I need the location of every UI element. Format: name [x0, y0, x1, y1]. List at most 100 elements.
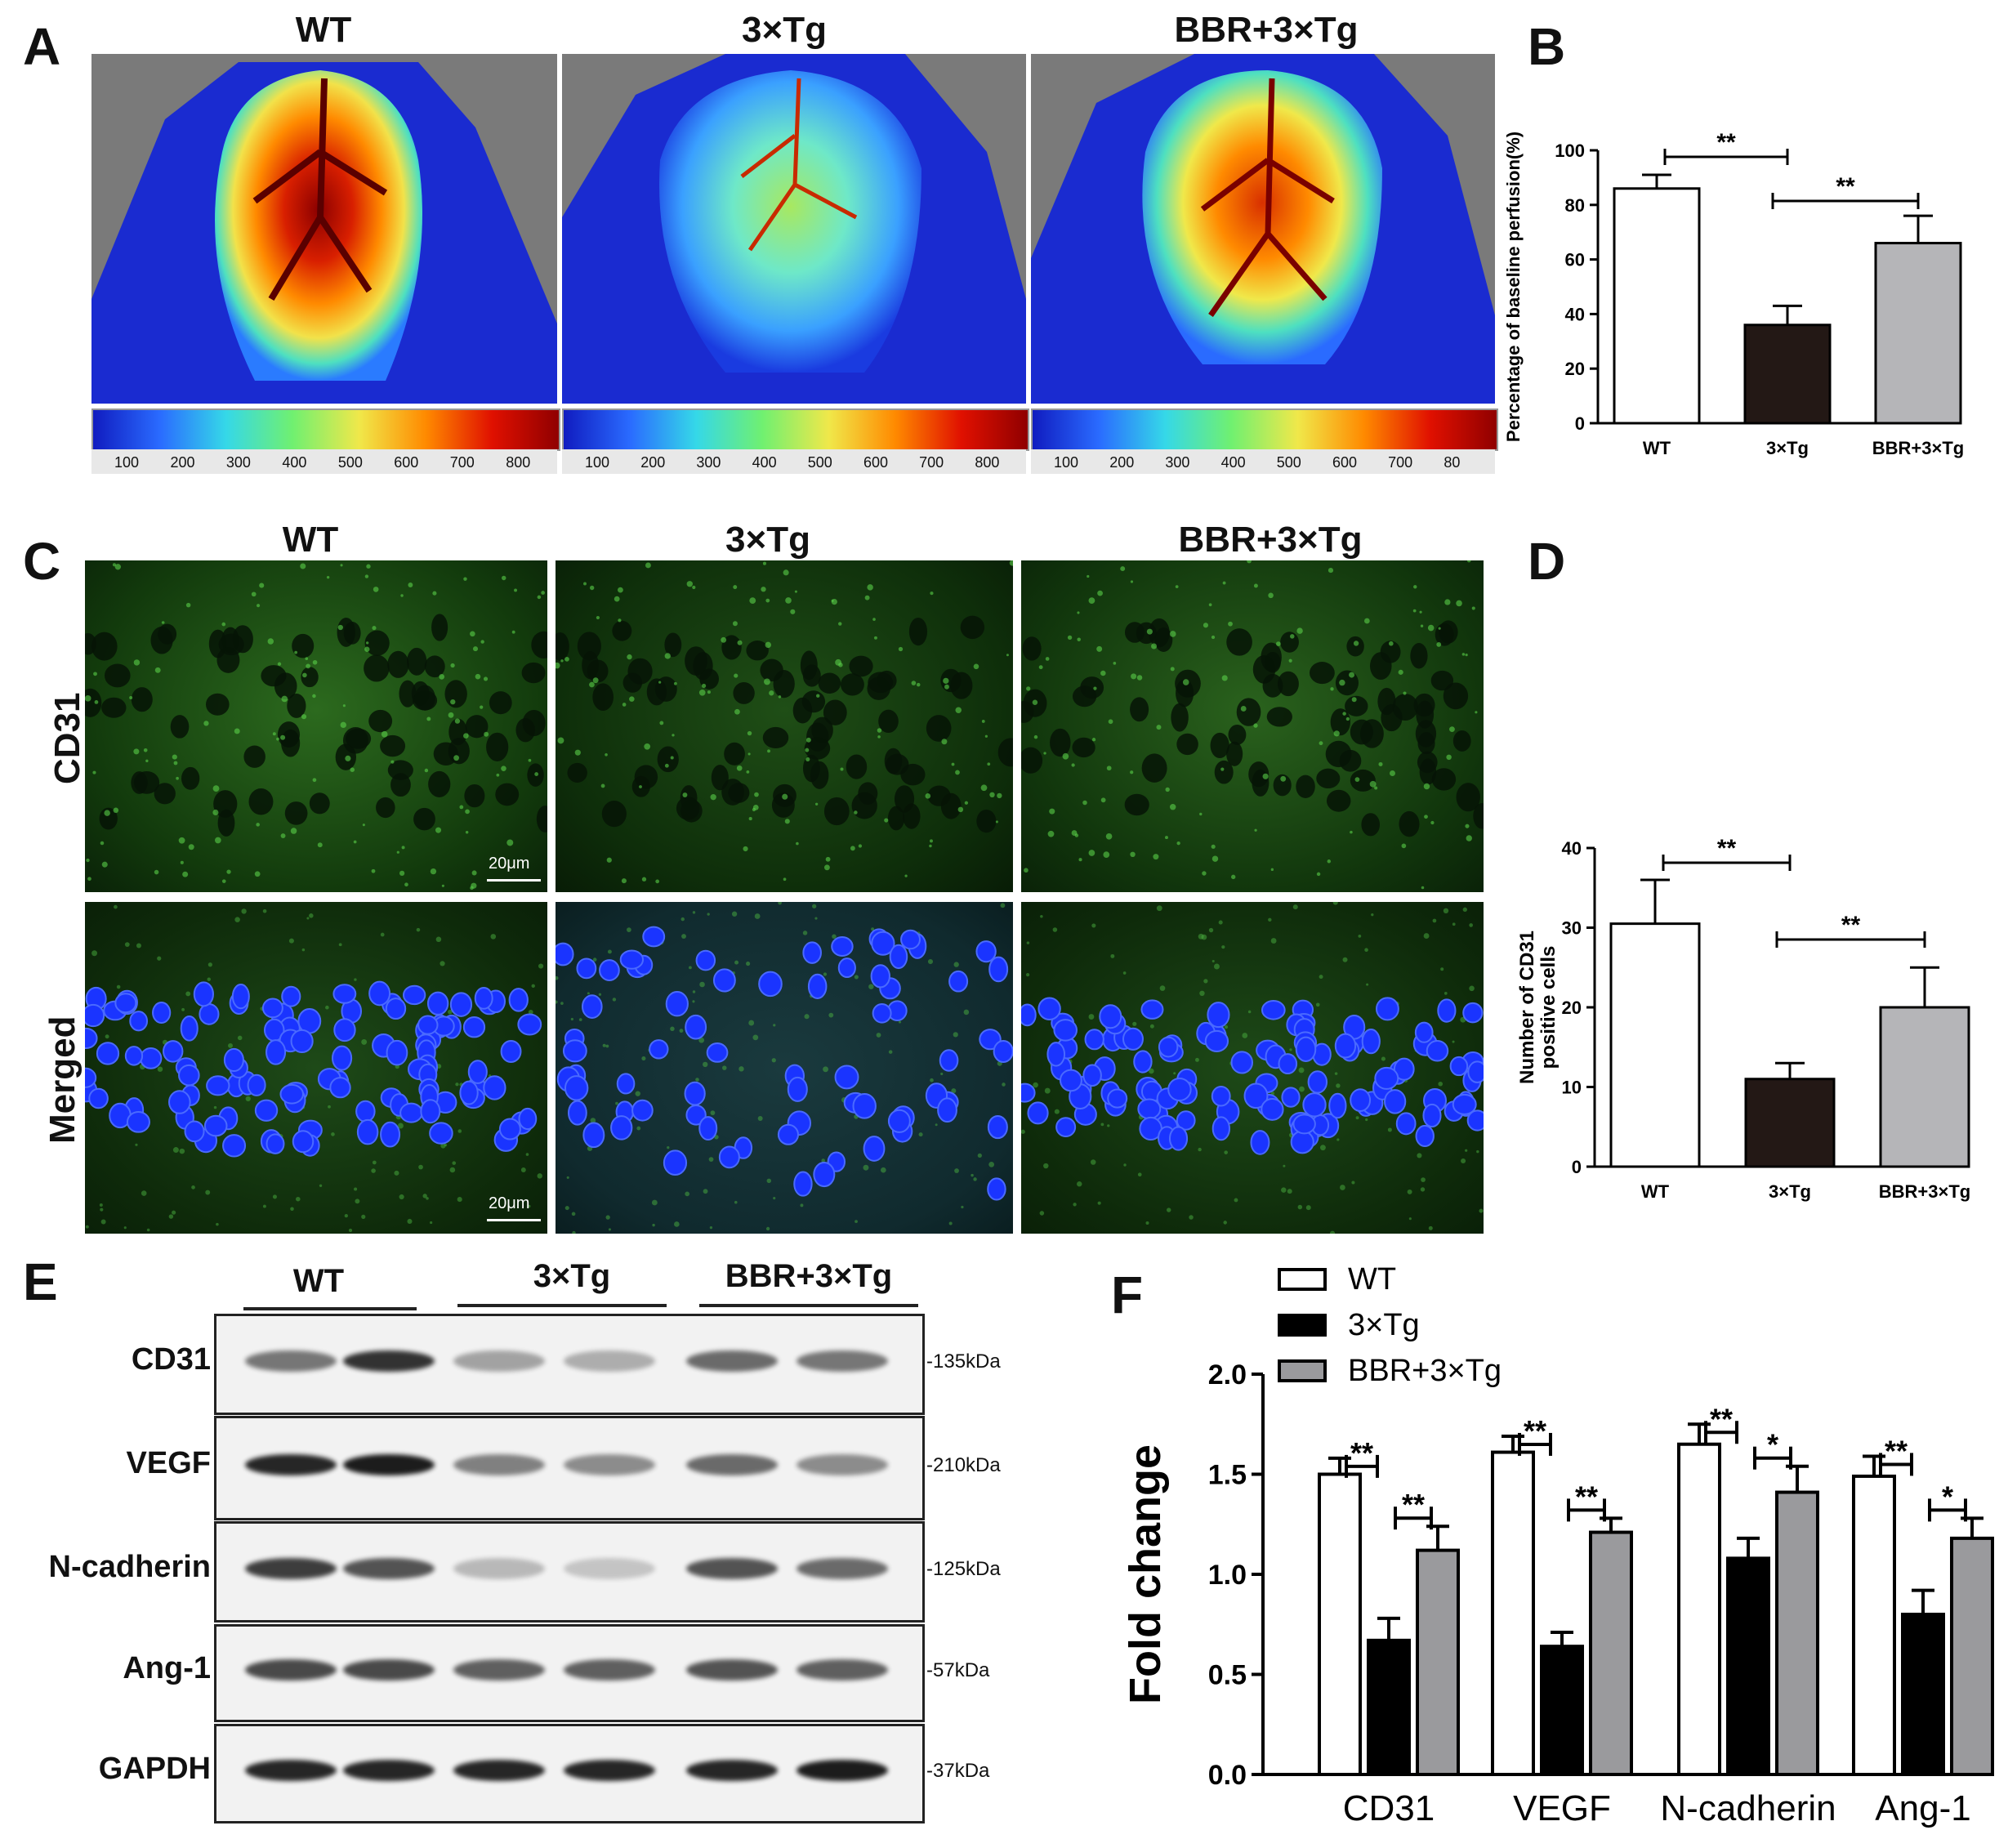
- colorbar-tick-label: 200: [1109, 454, 1135, 471]
- panel-letter-d: D: [1528, 532, 1566, 591]
- significance-label: *: [1942, 1480, 1953, 1513]
- blot-band: [686, 1760, 778, 1781]
- legend-swatch: [1278, 1359, 1327, 1382]
- x-tick-label: BBR+3×Tg: [1872, 438, 1964, 458]
- blot-band: [797, 1760, 888, 1781]
- blot-row-label: Ang-1: [123, 1651, 211, 1685]
- y-axis-label-line: Number of CD31: [1516, 931, 1538, 1084]
- blot-group-label-3xtg: 3×Tg: [533, 1258, 611, 1294]
- blot-band: [564, 1558, 655, 1579]
- blot-kda-label: -125kDa: [926, 1558, 1001, 1580]
- blot-band: [245, 1760, 337, 1781]
- blot-band: [343, 1760, 435, 1781]
- y-tick-label: 2.0: [1208, 1359, 1247, 1390]
- scale-bar-label-bottom: 20μm: [489, 1194, 530, 1212]
- bar: [1318, 1472, 1362, 1776]
- panel-a-title-bbr: BBR+3×Tg: [1174, 10, 1359, 50]
- significance-label: **: [1836, 173, 1855, 200]
- bar: [1677, 1442, 1721, 1776]
- cd31-image-bbr: [1021, 560, 1484, 892]
- y-tick-label: 80: [1565, 195, 1585, 216]
- colorbar-tick-label: 80: [1444, 454, 1461, 471]
- colorbar-tick-label: 800: [506, 454, 531, 471]
- chart-panel-d: 0 10 20 30 40 WT 3×Tg BBR+3×Tg ** ** Number of CD3…: [1516, 835, 1970, 1202]
- colorbar-tick-label: 300: [225, 454, 251, 471]
- colorbar-tick-label: 400: [282, 454, 307, 471]
- bar: [1540, 1645, 1584, 1777]
- blot-band: [245, 1350, 337, 1372]
- y-axis-label: Number of CD31positive cells: [1516, 931, 1560, 1084]
- merged-image-bbr: [1021, 902, 1484, 1234]
- perfusion-image-bbr: [1031, 54, 1495, 404]
- panel-c-row-label-merged: Merged: [42, 1016, 83, 1144]
- bar: [1416, 1548, 1460, 1776]
- blot-band: [343, 1659, 435, 1681]
- blot-band: [797, 1659, 888, 1681]
- bar: [1775, 1490, 1819, 1776]
- y-tick-label: 0: [1572, 1157, 1582, 1177]
- panel-letter-a: A: [23, 17, 61, 76]
- blot-band: [686, 1350, 778, 1372]
- panel-c-title-wt: WT: [282, 520, 339, 560]
- x-tick-label: VEGF: [1513, 1788, 1611, 1828]
- merged-image-3xtg: [556, 902, 1013, 1234]
- blot-band: [686, 1659, 778, 1681]
- bar: [1852, 1474, 1896, 1776]
- legend-label: WT: [1348, 1262, 1396, 1297]
- blot-row-label: CD31: [131, 1342, 211, 1377]
- y-tick-label: 10: [1562, 1078, 1582, 1098]
- blot-kda-label: -57kDa: [926, 1659, 990, 1681]
- colorbar-tick-label: 500: [807, 454, 832, 471]
- blot-band: [453, 1350, 545, 1372]
- significance-label: **: [1350, 1436, 1373, 1470]
- colorbar-tick-label: 200: [640, 454, 666, 471]
- y-tick-label: 20: [1562, 998, 1582, 1018]
- colorbar-tick-label: 600: [863, 454, 888, 471]
- bar: [1743, 324, 1832, 425]
- legend-label: BBR+3×Tg: [1348, 1354, 1502, 1388]
- panel-letter-b: B: [1528, 17, 1566, 76]
- bar: [1950, 1536, 1994, 1776]
- y-tick-label: 30: [1562, 918, 1582, 939]
- significance-label: **: [1524, 1414, 1546, 1448]
- significance-label: **: [1717, 835, 1737, 862]
- blot-band: [564, 1454, 655, 1475]
- colorbar-tick-label: 400: [752, 454, 777, 471]
- blot-band: [343, 1350, 435, 1372]
- blot-kda-label: -210kDa: [926, 1454, 1001, 1476]
- colorbar-tick-label: 200: [170, 454, 195, 471]
- blot-row-label: GAPDH: [98, 1752, 211, 1786]
- x-tick-label: 3×Tg: [1766, 438, 1809, 458]
- x-tick-label: N-cadherin: [1660, 1788, 1836, 1828]
- bar: [1744, 1078, 1836, 1168]
- y-tick-label: 1.5: [1208, 1460, 1247, 1491]
- significance-label: **: [1575, 1480, 1598, 1513]
- significance-label: **: [1841, 912, 1861, 939]
- bar: [1609, 922, 1701, 1168]
- x-tick-label: BBR+3×Tg: [1879, 1181, 1970, 1202]
- scale-bar-top: [487, 879, 541, 882]
- panel-letter-e: E: [23, 1252, 58, 1311]
- colorbar-tick-label: 800: [975, 454, 1000, 471]
- y-tick-label: 0.0: [1208, 1760, 1247, 1791]
- legend-swatch: [1278, 1314, 1327, 1337]
- y-tick-label: 40: [1562, 838, 1582, 859]
- blot-kda-label: -135kDa: [926, 1350, 1001, 1373]
- blot-band: [245, 1659, 337, 1681]
- blot-band: [797, 1454, 888, 1475]
- colorbar-3xtg: [562, 408, 1029, 451]
- panel-letter-c: C: [23, 532, 61, 591]
- y-axis-label: Percentage of baseline perfusion(%): [1503, 132, 1524, 442]
- chart-panel-b: 0 20 40 60 80 100 WT 3×Tg BBR+3×Tg ** ** Percentage…: [1503, 129, 1964, 458]
- blot-band: [564, 1659, 655, 1681]
- blot-band: [797, 1558, 888, 1579]
- blot-group-label-wt: WT: [292, 1263, 345, 1299]
- blot-kda-label: -37kDa: [926, 1760, 990, 1782]
- x-tick-label: Ang-1: [1875, 1788, 1970, 1828]
- colorbar-tick-label: 600: [1332, 454, 1357, 471]
- blot-band: [343, 1454, 435, 1475]
- x-tick-label: 3×Tg: [1769, 1181, 1811, 1202]
- significance-label: *: [1767, 1428, 1778, 1462]
- cd31-image-wt: [85, 560, 547, 892]
